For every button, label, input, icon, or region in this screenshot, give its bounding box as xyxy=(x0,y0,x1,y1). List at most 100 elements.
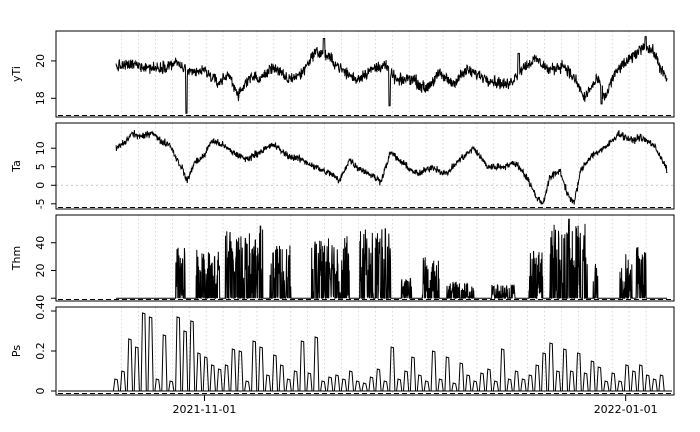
series-line-yTi xyxy=(115,36,668,114)
bar-mark xyxy=(285,378,292,392)
bar-mark xyxy=(223,364,230,392)
bar-mark xyxy=(568,370,575,392)
bar-mark xyxy=(168,380,175,392)
bar-mark xyxy=(202,356,209,392)
panel-ps: 0 0.2 0.4 Ps xyxy=(10,302,675,396)
x-tick-label-2022-01-01: 2022-01-01 xyxy=(594,403,658,416)
bar-mark xyxy=(112,378,120,392)
y-axis-title: Thm xyxy=(10,246,23,271)
bar-mark xyxy=(313,336,320,392)
bar-mark xyxy=(541,352,548,392)
y-tick-label: 40 xyxy=(34,236,47,250)
bar-mark xyxy=(251,340,258,392)
y-tick-label: 20 xyxy=(34,54,47,68)
bar-mark xyxy=(651,378,658,392)
y-tick-label: 0 xyxy=(34,295,47,302)
bar-mark xyxy=(175,316,182,392)
bar-mark xyxy=(534,364,541,392)
bar-mark xyxy=(182,330,189,392)
bar-mark xyxy=(154,378,161,392)
bar-mark xyxy=(444,356,451,392)
bar-mark xyxy=(589,360,596,392)
bar-mark xyxy=(209,364,216,392)
series-line-Thm xyxy=(116,218,668,300)
bar-mark xyxy=(292,370,299,392)
bar-mark xyxy=(403,370,410,392)
bar-mark xyxy=(230,348,237,392)
bar-mark xyxy=(458,362,465,392)
y-axis-title: Ps xyxy=(10,345,23,357)
y-axis-title: yTi xyxy=(10,66,23,82)
bar-mark xyxy=(161,334,168,392)
bar-mark xyxy=(610,372,617,392)
panel-thm: 0 20 40 Thm xyxy=(10,214,675,302)
panel-ta: -5 0 5 10 Ta xyxy=(10,122,675,210)
bar-mark xyxy=(492,380,499,392)
bar-mark xyxy=(582,372,589,392)
bar-mark xyxy=(499,348,506,392)
bar-mark xyxy=(630,370,638,392)
bar-mark xyxy=(327,376,334,392)
y-axis-title: Ta xyxy=(10,160,23,173)
panel-frame xyxy=(55,30,675,118)
bar-mark xyxy=(478,372,486,392)
x-axis: 2021-11-01 2022-01-01 xyxy=(172,395,658,416)
y-tick-label: 20 xyxy=(34,263,47,277)
bar-mark xyxy=(416,374,423,392)
bar-mark xyxy=(451,382,458,392)
bar-mark xyxy=(244,380,251,392)
y-tick-label: 5 xyxy=(34,163,47,170)
bar-mark xyxy=(472,380,479,392)
bar-mark xyxy=(368,376,375,392)
bar-mark xyxy=(347,370,354,392)
bar-mark xyxy=(306,372,313,392)
bar-mark xyxy=(320,380,327,392)
y-tick-label: 0 xyxy=(34,182,47,189)
y-tick-label: 10 xyxy=(34,141,47,155)
bar-mark xyxy=(119,370,127,392)
bar-mark xyxy=(382,380,389,392)
x-tick-label-2021-11-01: 2021-11-01 xyxy=(172,403,236,416)
bar-mark xyxy=(617,380,624,392)
bar-mark xyxy=(423,380,430,392)
bar-mark xyxy=(299,340,306,392)
bar-mark xyxy=(485,368,493,392)
bar-mark xyxy=(361,382,368,392)
bar-mark xyxy=(520,378,527,392)
bar-mark xyxy=(375,368,382,392)
bar-mark xyxy=(264,374,272,392)
y-tick-label: 18 xyxy=(34,91,47,105)
bar-mark xyxy=(603,380,610,392)
bar-mark xyxy=(644,374,651,392)
bar-mark xyxy=(147,316,154,392)
bar-mark xyxy=(389,346,396,392)
bar-mark xyxy=(637,364,644,392)
bar-mark xyxy=(623,364,631,392)
bar-mark xyxy=(188,320,196,392)
bar-mark xyxy=(216,368,223,392)
bar-mark xyxy=(513,370,520,392)
bar-mark xyxy=(396,378,403,392)
y-tick-label: -5 xyxy=(34,198,47,209)
y-axis: 0 20 40 xyxy=(34,236,56,302)
bar-mark xyxy=(354,380,361,392)
bar-mark xyxy=(140,312,147,392)
grid-lines xyxy=(121,123,647,209)
bar-mark xyxy=(554,370,562,392)
bar-mark xyxy=(126,338,133,392)
y-axis: 0 0.2 0.4 xyxy=(34,302,56,395)
bar-mark xyxy=(437,378,444,392)
bar-mark xyxy=(258,346,265,392)
series-bars-Ps xyxy=(112,312,665,392)
bar-mark xyxy=(506,378,513,392)
bar-mark xyxy=(271,354,278,392)
bar-mark xyxy=(133,346,140,392)
bar-mark xyxy=(596,366,603,392)
bar-mark xyxy=(561,348,568,392)
bar-mark xyxy=(333,374,341,392)
bar-mark xyxy=(409,356,417,392)
bar-mark xyxy=(548,342,555,392)
